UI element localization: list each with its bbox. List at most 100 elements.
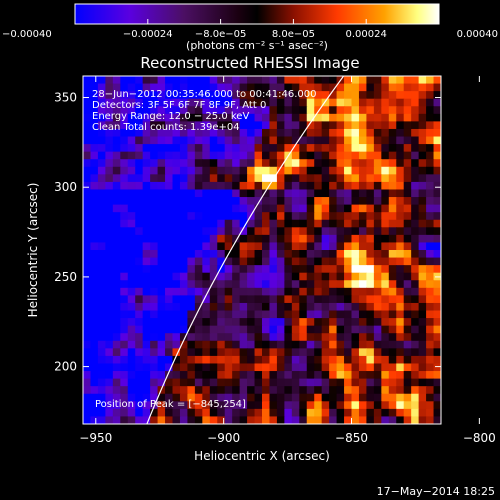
heatmap-cell <box>247 83 256 92</box>
heatmap-cell <box>239 219 248 228</box>
heatmap-cell <box>351 144 360 153</box>
heatmap-cell <box>165 98 174 107</box>
heatmap-cell <box>239 197 248 206</box>
heatmap-cell <box>83 355 92 365</box>
heatmap-cell <box>127 363 136 372</box>
heatmap-cell <box>172 265 181 274</box>
heatmap-cell <box>217 401 226 410</box>
heatmap-cell <box>262 121 271 130</box>
heatmap-cell <box>388 371 397 380</box>
heatmap-cell <box>217 189 226 198</box>
heatmap-cell <box>202 371 211 380</box>
heatmap-cell <box>142 242 151 251</box>
heatmap-cell <box>127 340 136 349</box>
heatmap-cell <box>224 302 233 312</box>
heatmap-cell <box>299 408 308 418</box>
heatmap-cell <box>321 234 330 244</box>
heatmap-cell <box>90 363 99 372</box>
heatmap-cell <box>418 250 427 259</box>
heatmap-cell <box>433 355 441 365</box>
heatmap-cell <box>105 128 114 138</box>
heatmap-cell <box>418 174 427 183</box>
heatmap-cell <box>306 189 315 198</box>
heatmap-cell <box>358 197 368 206</box>
heatmap-cell <box>276 325 285 334</box>
heatmap-cell <box>299 181 308 191</box>
heatmap-cell <box>202 121 211 130</box>
heatmap-cell <box>224 106 233 115</box>
heatmap-cell <box>306 128 315 138</box>
heatmap-cell <box>179 76 189 85</box>
heatmap-cell <box>321 227 330 236</box>
heatmap-cell <box>142 219 151 228</box>
heatmap-cell <box>336 280 345 289</box>
heatmap-cell <box>344 151 353 160</box>
heatmap-cell <box>403 386 412 395</box>
heatmap-cell <box>217 212 226 221</box>
heatmap-cell <box>194 265 203 274</box>
heatmap-cell <box>127 416 136 424</box>
heatmap-cell <box>239 401 248 410</box>
heatmap-cell <box>127 83 136 92</box>
heatmap-cell <box>433 181 441 191</box>
heatmap-cell <box>366 378 375 387</box>
heatmap-cell <box>112 159 121 168</box>
heatmap-cell <box>373 98 382 107</box>
heatmap-cell <box>187 401 196 410</box>
heatmap-cell <box>239 174 248 183</box>
heatmap-cell <box>403 121 412 130</box>
heatmap-cell <box>202 318 211 327</box>
heatmap-cell <box>157 401 166 410</box>
heatmap-cell <box>105 212 114 221</box>
heatmap-cell <box>381 318 390 327</box>
heatmap-cell <box>150 219 159 228</box>
heatmap-cell <box>179 91 189 100</box>
heatmap-cell <box>135 408 144 418</box>
heatmap-cell <box>358 280 368 289</box>
heatmap-cell <box>299 386 308 395</box>
heatmap-cell <box>262 333 271 342</box>
heatmap-cell <box>336 189 345 198</box>
heatmap-cell <box>433 106 441 115</box>
heatmap-cell <box>224 128 233 138</box>
heatmap-cell <box>209 166 218 175</box>
heatmap-cell <box>254 287 263 296</box>
heatmap-cell <box>239 378 248 387</box>
heatmap-cell <box>426 166 435 175</box>
heatmap-cell <box>120 189 129 198</box>
heatmap-cell <box>120 393 129 402</box>
heatmap-cell <box>142 287 151 296</box>
heatmap-cell <box>247 91 256 100</box>
heatmap-cell <box>83 76 92 85</box>
heatmap-cell <box>112 340 121 349</box>
heatmap-cell <box>194 212 203 221</box>
heatmap-cell <box>254 136 263 145</box>
heatmap-cell <box>112 265 121 274</box>
heatmap-cell <box>358 302 368 312</box>
heatmap-cell <box>388 340 397 349</box>
heatmap-cell <box>150 371 159 380</box>
heatmap-cell <box>321 204 330 213</box>
heatmap-cell <box>314 83 323 92</box>
heatmap-cell <box>418 83 427 92</box>
heatmap-cell <box>83 242 92 251</box>
heatmap-cell <box>172 280 181 289</box>
heatmap-cell <box>90 408 99 418</box>
heatmap-cell <box>262 318 271 327</box>
heatmap-cell <box>403 363 412 372</box>
heatmap-cell <box>433 121 441 130</box>
heatmap-cell <box>83 91 92 100</box>
heatmap-cell <box>344 333 353 342</box>
heatmap-cell <box>336 250 345 259</box>
heatmap-cell <box>276 166 285 175</box>
heatmap-cell <box>336 302 345 312</box>
heatmap-cell <box>135 113 144 122</box>
heatmap-cell <box>157 219 166 228</box>
heatmap-cell <box>299 340 308 349</box>
heatmap-cell <box>187 219 196 228</box>
heatmap-cell <box>336 257 345 266</box>
heatmap-cell <box>254 227 263 236</box>
heatmap-cell <box>358 83 368 92</box>
heatmap-cell <box>165 128 174 138</box>
heatmap-cell <box>165 310 174 319</box>
